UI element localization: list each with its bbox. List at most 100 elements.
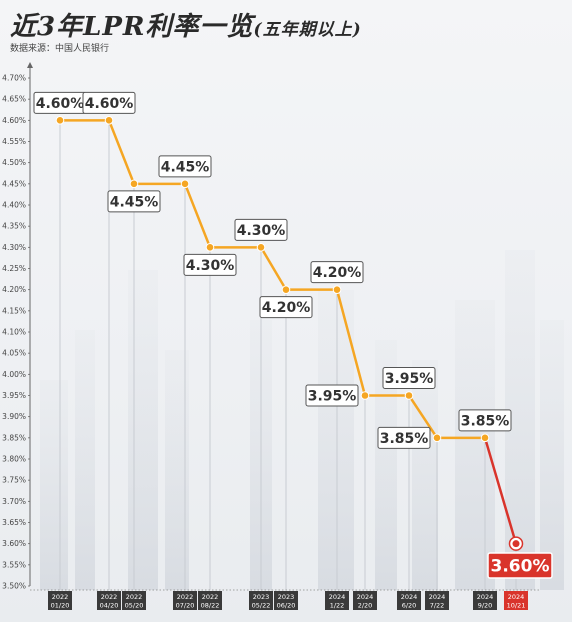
data-label-box — [310, 261, 364, 284]
x-tick-box — [325, 591, 349, 610]
data-point — [205, 243, 215, 252]
data-label-box — [259, 296, 313, 319]
x-tick-year: 2022 — [101, 593, 118, 601]
series-line-last — [483, 437, 518, 545]
y-tick-label: 3.80% — [2, 455, 26, 464]
data-labels: 4.60% 4.60% 4.45% 4.45% 4.30% 4.30% 4.20% 4.20%… — [33, 91, 553, 579]
x-tick-year: 2023 — [253, 593, 270, 601]
data-label: 4.30% — [234, 218, 288, 241]
x-axis: 202201/20202204/20202205/20202207/202022… — [30, 589, 540, 610]
x-tick-date: 08/22 — [201, 602, 220, 610]
y-tick-label: 4.45% — [2, 179, 26, 188]
data-point — [180, 179, 190, 189]
x-tick-date: 05/20 — [125, 602, 144, 610]
data-point — [432, 433, 442, 443]
data-label-text: 4.60% — [85, 96, 134, 112]
chart-title-sub: (五年期以上) — [253, 20, 362, 40]
data-label: 4.45% — [158, 155, 212, 178]
x-tick-box — [249, 591, 273, 610]
x-tick-year: 2024 — [357, 593, 374, 601]
y-tick-label: 3.85% — [2, 433, 26, 442]
x-tick-date: 6/20 — [402, 602, 417, 610]
data-source-note: 数据来源：中国人民银行 — [10, 43, 110, 53]
data-point — [512, 540, 520, 548]
data-label: 4.30% — [183, 253, 237, 276]
data-label-text: 3.95% — [308, 389, 357, 405]
data-label-text: 4.45% — [110, 194, 159, 210]
data-label: 4.20% — [310, 261, 364, 284]
chart-title-main: 近3年LPR利率一览 — [10, 12, 254, 42]
y-tick-label: 4.30% — [2, 243, 26, 252]
x-tick-box — [48, 591, 72, 610]
y-tick-label: 4.25% — [2, 264, 26, 273]
x-tick-box — [274, 591, 298, 610]
data-label-box — [158, 155, 212, 178]
data-label: 3.60% — [487, 552, 553, 579]
x-tick-box — [397, 591, 421, 610]
y-axis-arrow — [27, 62, 33, 68]
x-tick-year: 2024 — [477, 593, 494, 601]
y-tick-label: 4.00% — [2, 370, 26, 379]
data-point — [281, 285, 291, 294]
data-label-box — [107, 190, 161, 213]
data-label: 3.95% — [305, 384, 359, 407]
y-tick-label: 4.10% — [2, 328, 26, 337]
y-tick-label: 4.50% — [2, 158, 26, 167]
y-tick-label: 3.65% — [2, 518, 26, 527]
x-tick-box — [97, 591, 121, 610]
data-label-text: 4.60% — [36, 96, 85, 112]
y-tick-label: 4.15% — [2, 306, 26, 315]
data-point — [129, 179, 139, 189]
y-tick-label: 4.35% — [2, 222, 26, 231]
y-tick-label: 4.70% — [2, 74, 26, 83]
data-label: 3.85% — [458, 409, 512, 432]
y-tick-label: 3.55% — [2, 560, 26, 569]
data-label-text: 4.45% — [161, 159, 210, 175]
y-tick-label: 3.75% — [2, 476, 26, 485]
data-label-text: 3.60% — [491, 557, 550, 577]
data-point — [480, 433, 490, 443]
x-tick-box — [173, 591, 197, 610]
data-label-text: 4.20% — [262, 300, 311, 316]
x-tick-date: 07/20 — [176, 602, 195, 610]
data-label-text: 3.85% — [461, 413, 510, 429]
data-label-box — [382, 367, 436, 389]
data-label-text: 4.30% — [237, 223, 286, 239]
data-label-box — [234, 218, 288, 241]
data-label-box — [487, 552, 553, 579]
lpr-series — [60, 119, 518, 545]
y-tick-label: 4.60% — [2, 116, 26, 125]
data-label-box — [458, 409, 512, 432]
x-tick-year: 2022 — [177, 593, 194, 601]
y-tick-label: 4.40% — [2, 201, 26, 210]
data-label-box — [377, 426, 431, 449]
data-point — [104, 116, 114, 125]
series-line — [60, 119, 485, 440]
data-label-text: 4.30% — [186, 258, 235, 274]
x-tick-date: 9/20 — [478, 602, 493, 610]
x-tick-date: 01/20 — [51, 602, 70, 610]
data-label: 3.95% — [382, 367, 436, 389]
x-tick-year: 2024 — [508, 593, 525, 601]
y-tick-label: 3.60% — [2, 539, 26, 548]
x-tick-year: 2022 — [52, 593, 69, 601]
x-tick-box — [198, 591, 222, 610]
data-label-text: 4.20% — [313, 265, 362, 281]
x-tick-box — [473, 591, 497, 610]
x-tick-year: 2024 — [429, 593, 446, 601]
city-skyline-background — [40, 250, 564, 590]
y-tick-label: 4.05% — [2, 349, 26, 358]
y-tick-label: 4.20% — [2, 285, 26, 294]
data-points — [55, 116, 524, 551]
x-tick-year: 2024 — [401, 593, 418, 601]
data-label: 4.60% — [33, 91, 87, 114]
chart-title: 近3年LPR利率一览(五年期以上) — [10, 6, 362, 43]
data-label: 4.60% — [82, 91, 136, 114]
